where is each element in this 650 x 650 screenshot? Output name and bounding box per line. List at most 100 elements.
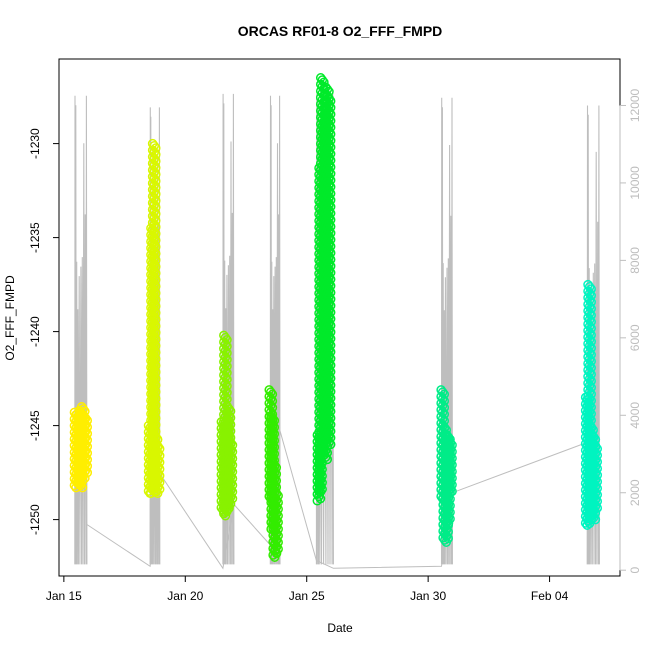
data-point [220,352,231,363]
data-point [324,430,334,441]
data-point [80,439,91,450]
data-point [324,285,334,296]
data-point [149,325,159,336]
data-point [149,213,159,224]
data-point [445,438,456,448]
plot-frame [58,58,621,577]
data-point [149,272,159,283]
data-point [324,166,334,177]
data-point [220,346,231,356]
data-point [324,153,334,163]
data-point [149,187,159,197]
data-point [445,464,456,475]
data-point [149,305,159,316]
data-point [315,462,326,472]
y2-tick-label: 12000 [628,88,642,122]
data-point [584,380,595,391]
data-point [324,272,334,282]
data-point [149,332,159,342]
data-point [153,455,163,465]
data-point [80,452,91,463]
data-point [584,328,595,338]
data-point [314,486,324,497]
data-point [269,460,280,471]
data-point [324,173,334,183]
data-point [324,140,334,150]
data-point [149,206,159,217]
data-point [149,193,159,204]
data-point [226,438,236,448]
data-point [445,484,456,494]
data-point [443,432,454,442]
data-point [584,295,595,305]
data-point [224,417,234,427]
data-point [324,391,334,401]
data-point [149,365,159,375]
data-series [580,279,603,530]
data-point [324,252,334,263]
data-point [151,432,161,442]
x-tick-label: Jan 20 [167,589,203,603]
data-point [589,505,599,515]
x-tick-label: Jan 30 [410,589,446,603]
data-point [324,127,334,137]
data-point [324,94,334,104]
data-point [224,404,234,414]
data-point [220,379,231,389]
data-point [590,514,601,525]
data-point [149,239,159,250]
data-point [149,384,159,395]
data-point [584,374,595,384]
data-point [226,458,236,468]
data-point [267,426,278,437]
data-point [590,474,601,485]
data-point [584,301,595,312]
data-series-layer [69,73,603,562]
data-point [324,133,334,144]
data-point [324,325,334,335]
data-point [149,253,159,263]
x-axis-label: Date [327,621,353,635]
data-point [324,371,334,381]
data-point [312,496,323,506]
data-point [267,446,278,457]
data-point [586,423,597,433]
data-point [324,344,334,355]
data-point [271,528,282,539]
data-point [324,278,334,289]
data-point [226,451,236,461]
data-point [445,457,456,468]
data-point [149,167,159,177]
data-point [220,392,231,402]
data-point [149,220,159,230]
data-point [153,441,163,452]
data-point [443,498,454,509]
data-point [324,384,334,395]
data-point [324,318,334,329]
data-point [324,397,334,408]
data-point [267,440,278,450]
data-point [443,518,454,529]
data-point [443,511,454,522]
data-point [226,471,236,482]
data-point [324,417,334,428]
data-point [266,394,276,404]
data-point [80,420,91,430]
data-point [149,371,159,382]
data-point [149,378,159,388]
data-point [226,484,236,495]
data-point [149,160,159,171]
data-point [324,206,334,216]
x-tick-label: Jan 25 [289,589,325,603]
data-point [222,501,233,511]
data-point [315,475,326,486]
axes-layer: Jan 15 Jan 20 Jan 25 Jan 30 Feb 04 -1250 -1245… [28,58,642,603]
data-point [324,331,334,342]
data-point [322,84,333,95]
data-point [324,113,334,124]
data-point [315,482,326,492]
data-point [325,439,336,450]
data-point [149,319,159,329]
data-point [584,321,595,331]
